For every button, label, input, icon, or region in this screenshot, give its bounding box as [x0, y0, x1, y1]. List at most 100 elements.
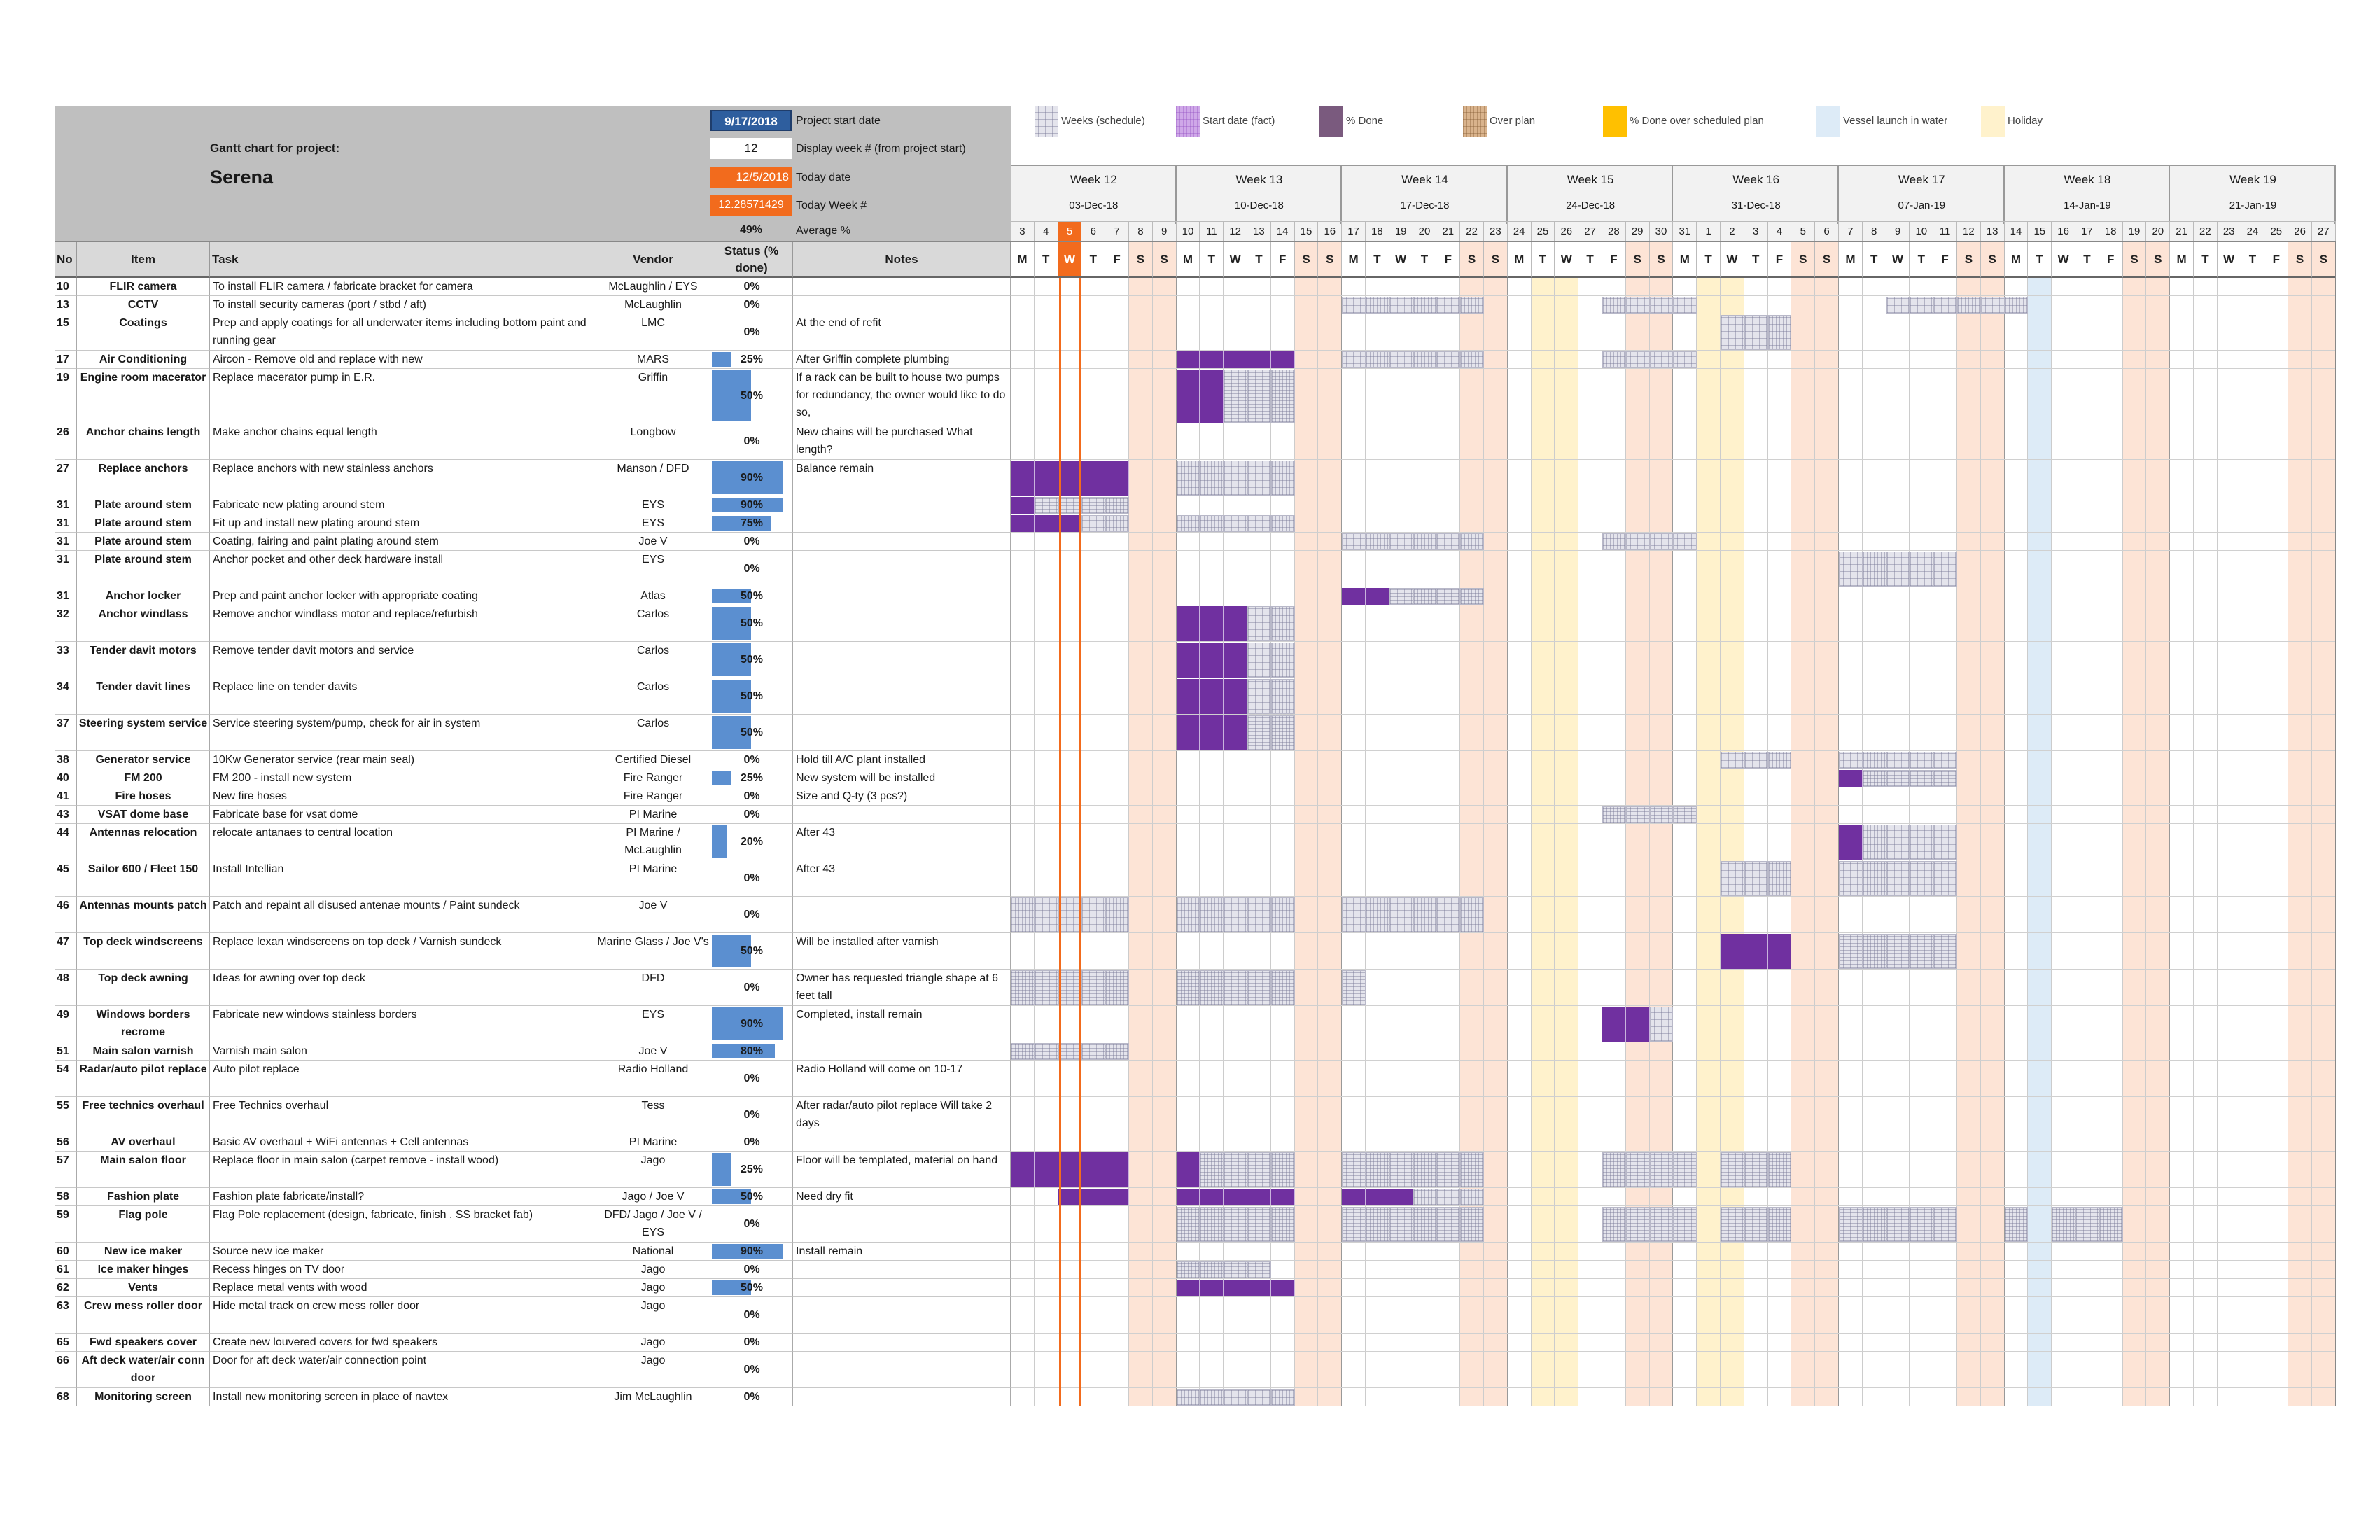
done-day-cell[interactable] — [1176, 1280, 1200, 1296]
done-day-cell[interactable] — [1389, 1189, 1413, 1205]
done-day-cell[interactable] — [1105, 461, 1129, 496]
planned-day-cell[interactable] — [1460, 1189, 1484, 1205]
done-day-cell[interactable] — [1270, 1280, 1295, 1296]
planned-day-cell[interactable] — [1105, 515, 1129, 532]
planned-day-cell[interactable] — [1649, 806, 1674, 823]
planned-day-cell[interactable] — [1247, 897, 1271, 932]
done-day-cell[interactable] — [1082, 461, 1106, 496]
planned-day-cell[interactable] — [1862, 1207, 1886, 1242]
planned-day-cell[interactable] — [1436, 351, 1461, 368]
done-day-cell[interactable] — [1270, 1189, 1295, 1205]
planned-day-cell[interactable] — [1886, 1207, 1910, 1242]
planned-day-cell[interactable] — [1625, 297, 1650, 314]
planned-day-cell[interactable] — [1910, 297, 1934, 314]
planned-day-cell[interactable] — [1247, 643, 1271, 678]
planned-day-cell[interactable] — [1270, 1152, 1295, 1187]
planned-day-cell[interactable] — [1270, 461, 1295, 496]
planned-day-cell[interactable] — [1625, 351, 1650, 368]
done-day-cell[interactable] — [1058, 515, 1082, 532]
planned-day-cell[interactable] — [1744, 861, 1768, 896]
planned-day-cell[interactable] — [1910, 752, 1934, 769]
planned-day-cell[interactable] — [1270, 970, 1295, 1005]
planned-day-cell[interactable] — [1839, 934, 1863, 969]
done-day-cell[interactable] — [1721, 934, 1744, 969]
planned-day-cell[interactable] — [1649, 351, 1674, 368]
done-day-cell[interactable] — [1176, 679, 1200, 714]
planned-day-cell[interactable] — [1673, 533, 1698, 550]
planned-day-cell[interactable] — [1649, 297, 1674, 314]
planned-day-cell[interactable] — [1342, 351, 1366, 368]
done-day-cell[interactable] — [1176, 606, 1200, 641]
planned-day-cell[interactable] — [1625, 1152, 1650, 1187]
planned-day-cell[interactable] — [1247, 1261, 1271, 1278]
planned-day-cell[interactable] — [1011, 897, 1035, 932]
planned-day-cell[interactable] — [1366, 297, 1390, 314]
planned-day-cell[interactable] — [1200, 1261, 1224, 1278]
planned-day-cell[interactable] — [1413, 1189, 1437, 1205]
planned-day-cell[interactable] — [1602, 1207, 1626, 1242]
done-day-cell[interactable] — [1200, 1189, 1224, 1205]
planned-day-cell[interactable] — [1413, 533, 1437, 550]
planned-day-cell[interactable] — [1270, 606, 1295, 641]
planned-day-cell[interactable] — [1460, 297, 1484, 314]
planned-day-cell[interactable] — [1082, 515, 1106, 532]
planned-day-cell[interactable] — [1270, 679, 1295, 714]
planned-day-cell[interactable] — [1436, 897, 1461, 932]
planned-day-cell[interactable] — [1910, 552, 1934, 587]
planned-day-cell[interactable] — [1602, 1152, 1626, 1187]
planned-day-cell[interactable] — [1224, 1261, 1247, 1278]
done-day-cell[interactable] — [1200, 643, 1224, 678]
planned-day-cell[interactable] — [1886, 552, 1910, 587]
planned-day-cell[interactable] — [1058, 897, 1082, 932]
planned-day-cell[interactable] — [1980, 297, 2005, 314]
done-day-cell[interactable] — [1200, 1280, 1224, 1296]
planned-day-cell[interactable] — [1862, 552, 1886, 587]
planned-day-cell[interactable] — [1673, 806, 1698, 823]
planned-day-cell[interactable] — [1460, 351, 1484, 368]
planned-day-cell[interactable] — [1105, 897, 1129, 932]
planned-day-cell[interactable] — [1957, 297, 1981, 314]
done-day-cell[interactable] — [1176, 351, 1200, 368]
done-day-cell[interactable] — [1058, 461, 1082, 496]
planned-day-cell[interactable] — [1768, 861, 1792, 896]
done-day-cell[interactable] — [1176, 1152, 1200, 1187]
done-day-cell[interactable] — [1224, 1189, 1247, 1205]
planned-day-cell[interactable] — [1460, 588, 1484, 605]
planned-day-cell[interactable] — [1200, 970, 1224, 1005]
planned-day-cell[interactable] — [1011, 970, 1035, 1005]
planned-day-cell[interactable] — [1247, 1389, 1271, 1406]
planned-day-cell[interactable] — [1413, 1207, 1437, 1242]
planned-day-cell[interactable] — [1649, 1152, 1674, 1187]
planned-day-cell[interactable] — [1933, 552, 1957, 587]
done-day-cell[interactable] — [1200, 679, 1224, 714]
planned-day-cell[interactable] — [1721, 1207, 1744, 1242]
planned-day-cell[interactable] — [1721, 1152, 1744, 1187]
planned-day-cell[interactable] — [1673, 297, 1698, 314]
planned-day-cell[interactable] — [1673, 1152, 1698, 1187]
planned-day-cell[interactable] — [1176, 1261, 1200, 1278]
planned-day-cell[interactable] — [1082, 897, 1106, 932]
planned-day-cell[interactable] — [1058, 970, 1082, 1005]
planned-day-cell[interactable] — [1839, 861, 1863, 896]
done-day-cell[interactable] — [1342, 1189, 1366, 1205]
planned-day-cell[interactable] — [1744, 315, 1768, 350]
planned-day-cell[interactable] — [1176, 970, 1200, 1005]
planned-day-cell[interactable] — [1270, 715, 1295, 750]
planned-day-cell[interactable] — [1673, 351, 1698, 368]
planned-day-cell[interactable] — [2099, 1207, 2123, 1242]
planned-day-cell[interactable] — [1413, 297, 1437, 314]
planned-day-cell[interactable] — [1933, 825, 1957, 860]
display-week-input[interactable]: 12 — [710, 138, 792, 159]
planned-day-cell[interactable] — [1200, 1389, 1224, 1406]
planned-day-cell[interactable] — [1224, 1207, 1247, 1242]
today-date[interactable]: 12/5/2018 — [710, 167, 792, 188]
planned-day-cell[interactable] — [1933, 297, 1957, 314]
planned-day-cell[interactable] — [1933, 1207, 1957, 1242]
planned-day-cell[interactable] — [1224, 461, 1247, 496]
planned-day-cell[interactable] — [1602, 533, 1626, 550]
planned-day-cell[interactable] — [1460, 1207, 1484, 1242]
done-day-cell[interactable] — [1768, 934, 1792, 969]
planned-day-cell[interactable] — [1247, 606, 1271, 641]
planned-day-cell[interactable] — [1413, 1152, 1437, 1187]
planned-day-cell[interactable] — [1366, 897, 1390, 932]
